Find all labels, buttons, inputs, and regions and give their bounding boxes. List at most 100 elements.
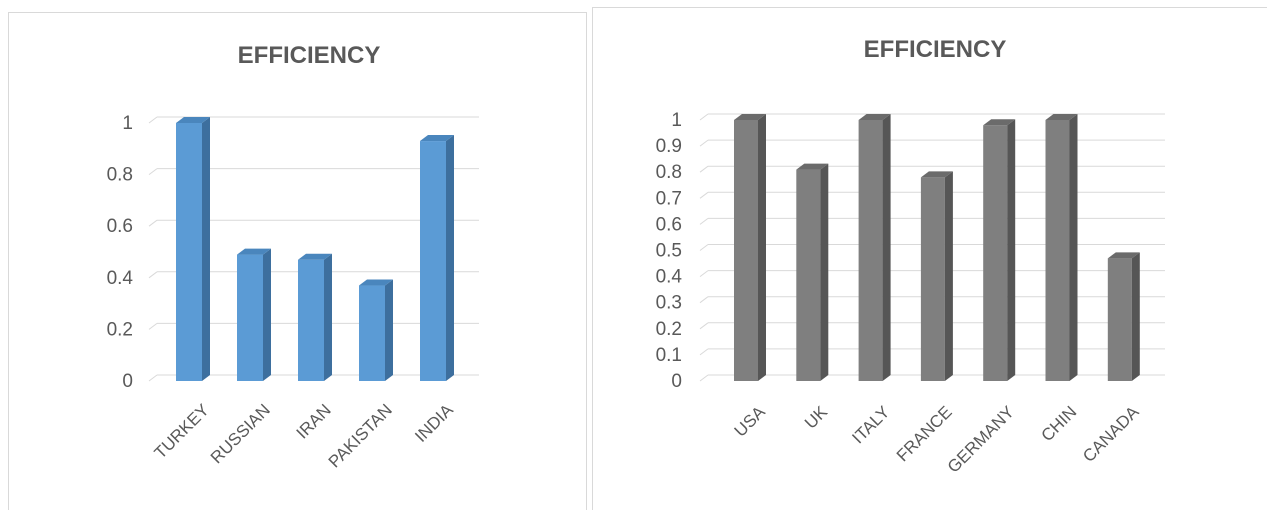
gridline [148, 271, 158, 279]
bar-front [1045, 120, 1070, 381]
bar-top [420, 135, 454, 142]
bar-top [734, 114, 766, 120]
y-tick-label: 0.5 [656, 241, 682, 262]
bar-front [298, 259, 324, 381]
y-tick-label: 0.6 [107, 216, 133, 237]
y-tick-label: 0.3 [656, 293, 682, 314]
y-tick-label: 0.4 [656, 267, 683, 288]
y-tick-label: 0.8 [656, 162, 682, 183]
bar-side [882, 114, 891, 381]
y-tick-label: 0.8 [107, 165, 133, 186]
bar-front [237, 254, 263, 381]
chart-title: EFFICIENCY [864, 36, 1007, 63]
bar [983, 119, 1016, 381]
bar-front [920, 177, 945, 381]
x-tick-label: CHIN [1038, 402, 1081, 445]
bar-top [983, 119, 1016, 126]
gridline [148, 374, 158, 382]
y-tick-label: 0 [671, 371, 682, 392]
bar-top [858, 114, 891, 120]
y-tick-label: 0.7 [656, 188, 682, 209]
bar [298, 253, 332, 381]
y-tick-label: 0.9 [656, 136, 682, 157]
bar-top [796, 163, 829, 170]
bar-side [202, 117, 210, 381]
gridline [699, 348, 709, 356]
bar [1045, 114, 1078, 381]
gridline [699, 374, 709, 382]
bar-top [176, 117, 210, 123]
bar [796, 163, 829, 381]
bar-front [734, 120, 758, 381]
y-tick-label: 0.6 [656, 214, 682, 235]
bar-top [920, 171, 953, 178]
y-tick-label: 1 [122, 113, 133, 134]
efficiency-chart-west: EFFICIENCY 0 0.1 0.2 0.3 0.4 0.5 0.6 0.7 0.8 0.9 1… [592, 7, 1267, 510]
bars [176, 117, 454, 381]
bar-side [1069, 114, 1078, 381]
bar-side [758, 114, 766, 381]
x-tick-label: USA [731, 402, 770, 441]
bar-front [420, 141, 446, 381]
gridline [148, 322, 158, 330]
y-tick-label: 0.2 [656, 319, 682, 340]
bar-side [324, 253, 332, 381]
bars [734, 114, 1140, 381]
x-tick-label: RUSSIAN [207, 400, 274, 467]
chart-svg-west: EFFICIENCY 0 0.1 0.2 0.3 0.4 0.5 0.6 0.7 0.8 0.9 1… [656, 36, 1165, 477]
gridline [148, 116, 158, 124]
y-axis-ticks: 0 0.1 0.2 0.3 0.4 0.5 0.6 0.7 0.8 0.9 1 [656, 110, 683, 392]
y-axis-ticks: 0 0.2 0.4 0.6 0.8 1 [107, 113, 134, 392]
bar-side [263, 248, 271, 381]
efficiency-chart-asia: EFFICIENCY 0 0.2 0.4 0.6 0.8 1 TURKEY RUSSIAN IR… [8, 12, 587, 510]
bar-top [1107, 252, 1140, 259]
gridline [699, 244, 709, 251]
gridline [148, 219, 158, 227]
bar-front [858, 120, 883, 381]
x-tick-label: INDIA [411, 400, 457, 446]
bar-side [944, 171, 953, 381]
bar [734, 114, 766, 381]
bar-front [983, 125, 1008, 381]
x-tick-label: GERMANY [944, 402, 1018, 476]
gridline [699, 322, 709, 330]
bar-front [796, 169, 821, 381]
gridline [699, 113, 709, 121]
bar-side [820, 163, 829, 381]
bar-front [176, 123, 202, 381]
bar [920, 171, 953, 381]
x-tick-label: UK [801, 402, 832, 433]
bar-side [1007, 119, 1016, 381]
x-tick-label: ITALY [848, 402, 893, 447]
gridline [699, 270, 709, 278]
gridline [699, 296, 709, 304]
gridline [699, 139, 709, 147]
bar-front [359, 285, 385, 381]
bar-front [1107, 258, 1132, 381]
bar [176, 117, 210, 381]
x-tick-label: TURKEY [151, 400, 213, 462]
bar [858, 114, 891, 381]
bar-side [385, 279, 393, 381]
bar-top [237, 248, 271, 255]
x-tick-label: FRANCE [893, 402, 956, 465]
bar-top [359, 279, 393, 286]
gridline [699, 217, 709, 225]
bar-side [446, 135, 454, 381]
chart-title: EFFICIENCY [238, 42, 381, 69]
x-tick-label: PAKISTAN [325, 400, 396, 471]
bar [359, 279, 393, 381]
bar [237, 248, 271, 381]
x-tick-label: CANADA [1079, 402, 1143, 466]
bar [420, 135, 454, 381]
y-tick-label: 1 [671, 110, 682, 131]
y-tick-label: 0.2 [107, 319, 133, 340]
y-tick-label: 0 [122, 371, 133, 392]
y-tick-label: 0.1 [656, 345, 682, 366]
gridline [699, 191, 709, 199]
bar-side [1131, 252, 1140, 381]
gridline [699, 165, 709, 173]
